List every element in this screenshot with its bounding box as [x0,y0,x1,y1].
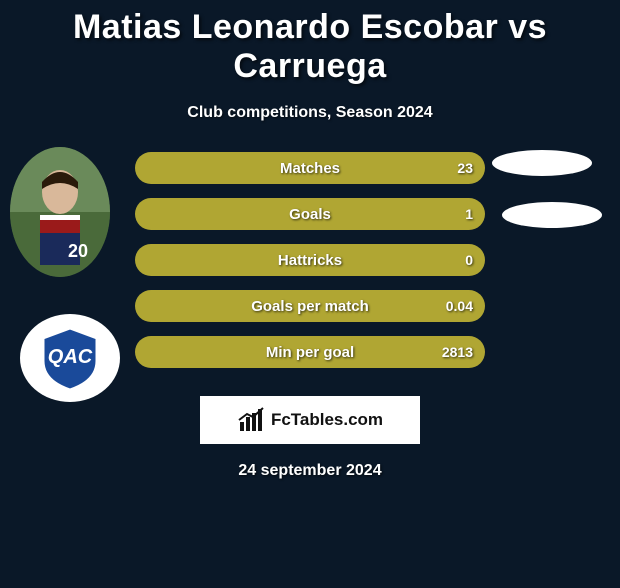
stat-bar-matches: Matches 23 [135,152,485,184]
stat-value: 0 [465,252,473,268]
stat-label: Goals per match [251,298,369,315]
stat-bar-min-per-goal: Min per goal 2813 [135,336,485,368]
stat-label: Hattricks [278,252,342,269]
page-title: Matias Leonardo Escobar vs Carruega [0,8,620,86]
stat-bar-goals-per-match: Goals per match 0.04 [135,290,485,322]
stat-bar-hattricks: Hattricks 0 [135,244,485,276]
stat-label: Goals [289,206,331,223]
club-shield-icon: QAC [35,323,105,393]
stat-value: 2813 [442,344,473,360]
stat-value: 1 [465,206,473,222]
footer-label: FcTables.com [271,410,383,430]
chart-icon [237,406,265,434]
stat-value: 0.04 [446,298,473,314]
stat-label: Matches [280,160,340,177]
footer-brand: FcTables.com [200,396,420,444]
svg-text:20: 20 [68,241,88,261]
right-pill-2 [502,202,602,228]
subtitle: Club competitions, Season 2024 [0,104,620,122]
player-photo-icon: 20 [10,147,110,277]
club-badge: QAC [20,314,120,402]
stat-value: 23 [457,160,473,176]
stat-bar-goals: Goals 1 [135,198,485,230]
player-avatar: 20 [10,147,110,277]
date: 24 september 2024 [0,462,620,480]
right-pill-1 [492,150,592,176]
comparison-main: 20 QAC Matches 23 Goals 1 Hattricks 0 Go… [0,152,620,368]
stat-bars: Matches 23 Goals 1 Hattricks 0 Goals per… [135,152,485,368]
svg-text:QAC: QAC [48,346,93,368]
stat-label: Min per goal [266,344,354,361]
